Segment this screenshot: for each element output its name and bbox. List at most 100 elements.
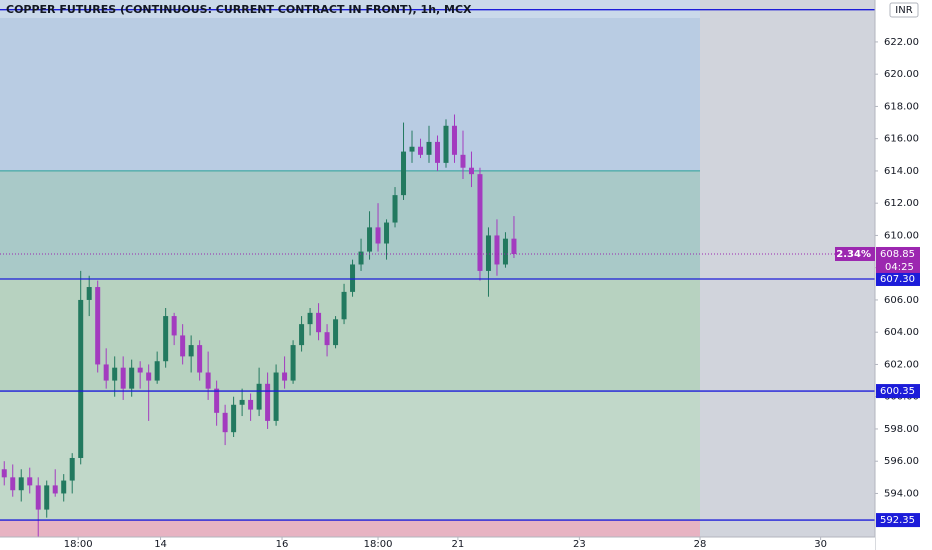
candle-body [324,332,330,346]
candle-body [392,195,398,223]
candle-body [154,361,160,381]
candle-body [511,238,517,254]
last-price-label: 608.85 [880,249,915,260]
candle-body [316,312,322,333]
candle-body [214,388,220,413]
candle-body [401,151,407,196]
zone [0,520,700,537]
candle-body [103,364,109,381]
y-tick-label: 598.00 [884,424,919,435]
candle-body [120,367,126,389]
candle-body [78,299,84,458]
candle-body [10,477,16,491]
candle-body [384,222,390,244]
candle-body [171,316,177,336]
countdown-label: 04:25 [885,262,914,273]
level-label-box [876,271,920,286]
candle-body [256,383,262,410]
candle-body [35,485,41,510]
y-tick-label: 614.00 [884,166,919,177]
candle-body [443,125,449,163]
zone [0,170,700,279]
x-tick-label: 21 [452,539,465,550]
x-tick-label: 16 [276,539,289,550]
y-tick-label: 594.00 [884,488,919,499]
candle-body [409,146,415,152]
y-tick-label: 604.00 [884,327,919,338]
candle-body [95,287,101,365]
candle-body [137,367,143,373]
y-tick-label: 618.00 [884,101,919,112]
change-label: 2.34% [836,249,871,260]
candle-body [146,372,152,381]
x-tick-label: 14 [154,539,167,550]
x-tick-label: 18:00 [364,539,393,550]
candle-body [112,367,118,381]
candle-body [435,141,440,163]
currency-label: INR [895,5,912,16]
candle-body [265,383,271,421]
x-tick-label: 23 [573,539,586,550]
candle-body [273,372,279,421]
candle-body [350,264,356,292]
change-box [835,246,875,261]
candle-body [27,477,33,486]
y-tick-label: 602.00 [884,359,919,370]
level-label-box [876,384,920,399]
candle-body [494,235,500,265]
candle-body [426,141,432,155]
candle-body [188,345,194,357]
candle-body [341,291,347,320]
last-price-box [876,246,920,273]
time-scale [0,537,875,550]
candle-body [86,287,92,300]
candle-body [129,367,135,389]
currency-box [889,2,919,18]
candle-body [418,146,424,155]
y-tick-label: 622.00 [884,37,919,48]
candle-body [248,399,254,410]
candle-body [451,125,457,155]
candle-body [69,457,75,481]
level-label: 607.30 [880,274,915,285]
y-tick-label: 610.00 [884,230,919,241]
candle-body [52,485,58,494]
candle-body [61,480,67,494]
x-tick-label: 28 [694,539,707,550]
candle-body [477,174,483,271]
y-tick-label: 620.00 [884,69,919,80]
candle-body [222,412,228,433]
candle-body [333,319,339,346]
candle-body [282,372,288,381]
candle-body [468,167,474,175]
zone-top-strip [0,0,700,18]
candle-body [231,404,237,433]
zone [0,0,700,171]
candle-body [239,399,245,405]
candle-body [502,238,508,265]
candle-body [205,372,211,389]
candle-body [180,335,186,357]
candle-body [460,154,466,168]
y-tick-label: 616.00 [884,134,919,145]
future-area [700,0,875,537]
candle-body [1,469,7,478]
level-label: 592.35 [880,515,915,526]
level-label: 600.35 [880,386,915,397]
candle-body [299,324,305,346]
candle-body [290,345,296,381]
y-tick-label: 596.00 [884,456,919,467]
candle-body [197,345,203,373]
x-tick-label: 30 [814,539,827,550]
zone [0,391,700,521]
y-tick-label: 612.00 [884,198,919,209]
candle-body [358,251,364,265]
candle-body [367,227,373,252]
candle-body [307,312,313,325]
candle-body [163,316,169,362]
y-tick-label: 606.00 [884,295,919,306]
chart-title: COPPER FUTURES (CONTINUOUS: CURRENT CONT… [6,3,472,16]
candle-body [375,227,381,244]
candle-body [18,477,24,491]
